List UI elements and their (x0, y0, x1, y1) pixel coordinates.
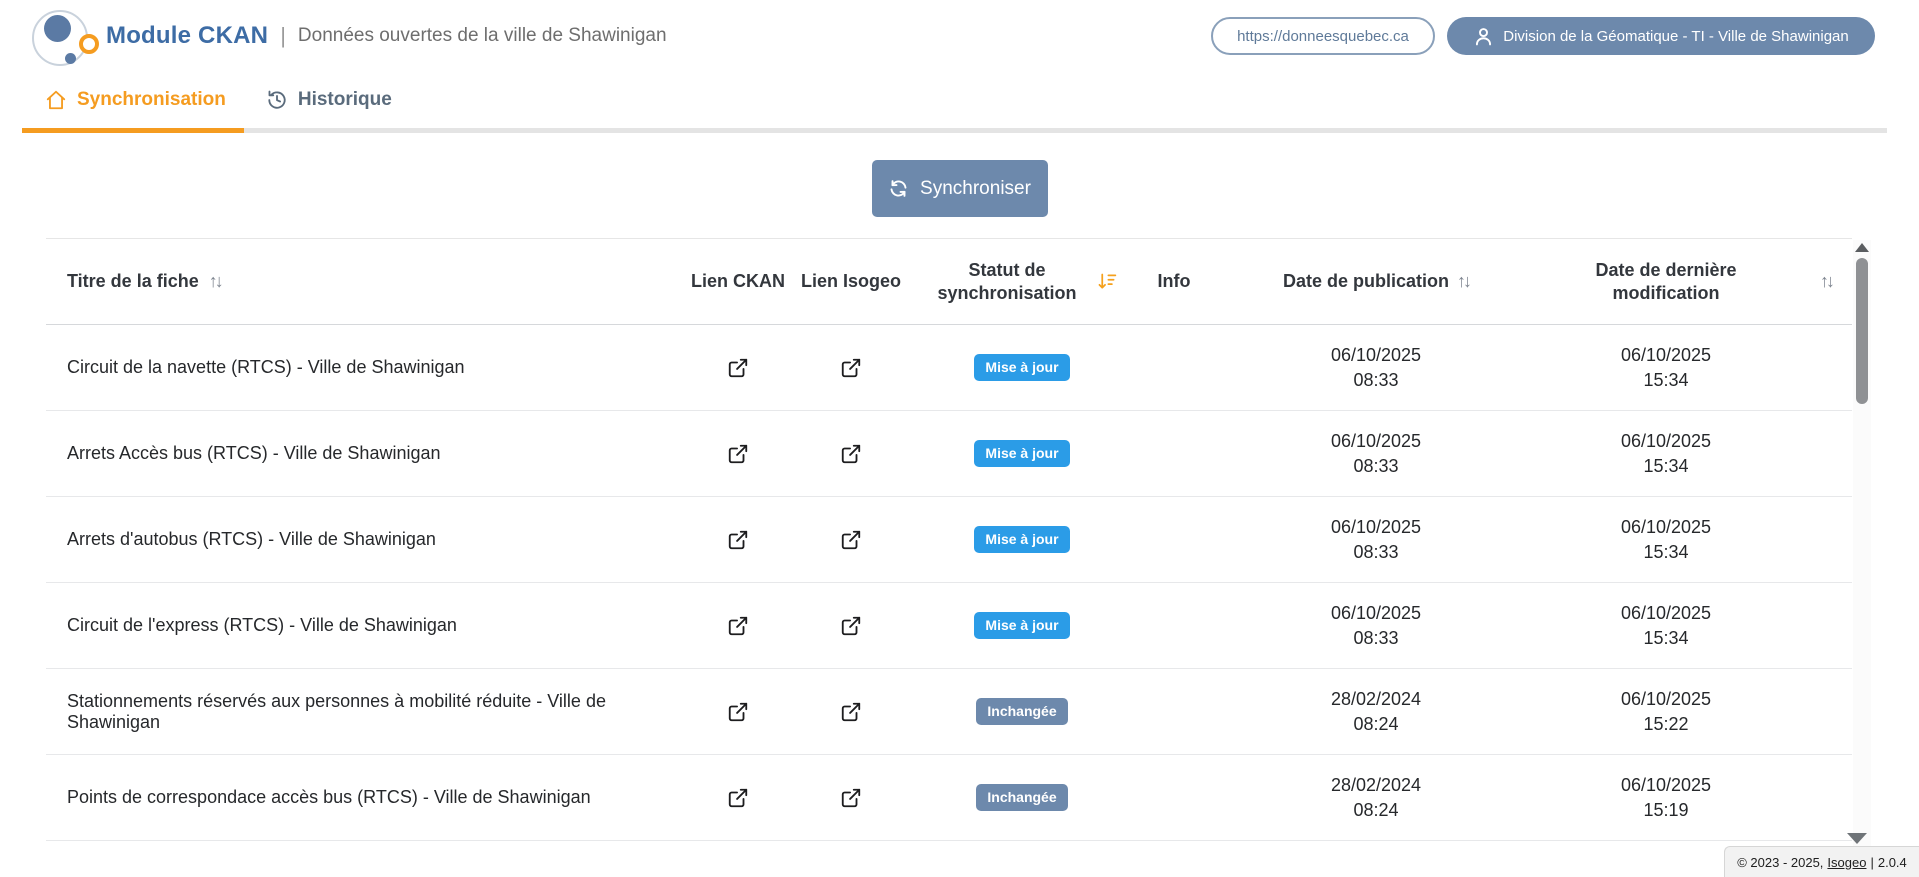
active-tab-underline (22, 128, 244, 133)
info-cell (1128, 755, 1220, 840)
table-row: Points de correspondace accès bus (RTCS)… (46, 755, 1852, 841)
record-title: Arrets Accès bus (RTCS) - Ville de Shawi… (67, 443, 441, 463)
app-title: Module CKAN (106, 22, 269, 49)
modified-datetime: 06/10/2025 15:19 (1620, 775, 1712, 820)
modified-datetime: 06/10/2025 15:34 (1620, 345, 1712, 390)
scrollbar-up-arrow[interactable] (1855, 243, 1869, 252)
published-datetime: 06/10/2025 08:33 (1330, 431, 1422, 476)
modified-datetime: 06/10/2025 15:34 (1620, 603, 1712, 648)
table-row: Stationnements réservés aux personnes à … (46, 669, 1852, 755)
scrollbar-down-arrow[interactable] (1847, 833, 1867, 844)
table-body: Circuit de la navette (RTCS) - Ville de … (46, 325, 1852, 841)
info-cell (1128, 583, 1220, 668)
sort-amount-desc-icon[interactable] (1097, 271, 1118, 292)
title-separator: | (280, 23, 286, 48)
portal-url-button[interactable]: https://donneesquebec.ca (1211, 17, 1435, 55)
modified-datetime: 06/10/2025 15:22 (1620, 689, 1712, 734)
footer: © 2023 - 2025, Isogeo | 2.0.4 (1724, 846, 1919, 877)
sync-table: Titre de la fiche ↑↓ Lien CKAN Lien Isog… (46, 238, 1852, 841)
tab-synchronisation-label: Synchronisation (77, 89, 226, 110)
column-header-title[interactable]: Titre de la fiche ↑↓ (46, 239, 690, 324)
column-header-title-label: Titre de la fiche (67, 271, 199, 292)
workgroup-label: Division de la Géomatique - TI - Ville d… (1503, 27, 1849, 45)
column-header-published[interactable]: Date de publication ↑↓ (1282, 271, 1472, 292)
isogeo-external-link-icon[interactable] (840, 529, 862, 551)
isogeo-external-link-icon[interactable] (840, 701, 862, 723)
ckan-external-link-icon[interactable] (727, 529, 749, 551)
app-header: Module CKAN | Données ouvertes de la vil… (0, 0, 1919, 72)
history-icon (268, 90, 286, 109)
tab-divider (22, 128, 1887, 133)
info-cell (1128, 411, 1220, 496)
column-header-ckan-link: Lien CKAN (691, 271, 785, 292)
isogeo-external-link-icon[interactable] (840, 787, 862, 809)
status-badge: Mise à jour (974, 612, 1070, 639)
column-header-modified-sort[interactable]: ↑↓ (1800, 239, 1852, 324)
published-datetime: 28/02/2024 08:24 (1330, 689, 1422, 734)
published-datetime: 06/10/2025 08:33 (1330, 517, 1422, 562)
synchronize-button-label: Synchroniser (920, 177, 1031, 199)
status-badge: Mise à jour (974, 354, 1070, 381)
table-header-row: Titre de la fiche ↑↓ Lien CKAN Lien Isog… (46, 239, 1852, 325)
isogeo-external-link-icon[interactable] (840, 443, 862, 465)
column-header-info: Info (1157, 271, 1191, 292)
modified-datetime: 06/10/2025 15:34 (1620, 517, 1712, 562)
sort-icon[interactable]: ↑↓ (208, 271, 224, 292)
table-row: Circuit de l'express (RTCS) - Ville de S… (46, 583, 1852, 669)
table-row: Arrets d'autobus (RTCS) - Ville de Shawi… (46, 497, 1852, 583)
status-badge: Mise à jour (974, 526, 1070, 553)
modified-datetime: 06/10/2025 15:34 (1620, 431, 1712, 476)
sort-icon[interactable]: ↑↓ (1457, 271, 1472, 292)
isogeo-link[interactable]: Isogeo (1827, 854, 1867, 870)
record-title: Points de correspondace accès bus (RTCS)… (67, 787, 591, 807)
info-cell (1128, 669, 1220, 754)
column-header-isogeo-link: Lien Isogeo (800, 271, 901, 292)
isogeo-external-link-icon[interactable] (840, 615, 862, 637)
ckan-external-link-icon[interactable] (727, 787, 749, 809)
record-title: Circuit de la navette (RTCS) - Ville de … (67, 357, 465, 377)
tab-historique-label: Historique (297, 89, 392, 110)
ckan-external-link-icon[interactable] (727, 357, 749, 379)
footer-version: 2.0.4 (1877, 854, 1907, 870)
record-title: Circuit de l'express (RTCS) - Ville de S… (67, 615, 457, 635)
sort-icon[interactable]: ↑↓ (1820, 271, 1835, 292)
isogeo-external-link-icon[interactable] (840, 357, 862, 379)
status-badge: Inchangée (976, 784, 1068, 811)
home-icon (46, 90, 66, 110)
column-header-modified[interactable]: Date de dernière modification (1595, 260, 1737, 303)
footer-separator: | (1870, 854, 1874, 870)
info-cell (1128, 497, 1220, 582)
published-datetime: 06/10/2025 08:33 (1330, 603, 1422, 648)
refresh-icon (890, 180, 907, 197)
record-title: Arrets d'autobus (RTCS) - Ville de Shawi… (67, 529, 436, 549)
table-row: Circuit de la navette (RTCS) - Ville de … (46, 325, 1852, 411)
published-datetime: 06/10/2025 08:33 (1330, 345, 1422, 390)
workgroup-button[interactable]: Division de la Géomatique - TI - Ville d… (1447, 17, 1875, 55)
user-icon (1476, 27, 1492, 45)
scrollbar-thumb[interactable] (1856, 258, 1868, 404)
ckan-external-link-icon[interactable] (727, 443, 749, 465)
status-badge: Mise à jour (974, 440, 1070, 467)
ckan-external-link-icon[interactable] (727, 701, 749, 723)
column-header-status[interactable]: Statut de synchronisation (916, 239, 1128, 324)
synchronize-button[interactable]: Synchroniser (871, 160, 1048, 217)
table-row: Arrets Accès bus (RTCS) - Ville de Shawi… (46, 411, 1852, 497)
app-subtitle: Données ouvertes de la ville de Shawinig… (297, 25, 667, 46)
isogeo-logo-icon (24, 6, 99, 68)
tab-historique[interactable]: Historique (266, 89, 392, 111)
published-datetime: 28/02/2024 08:24 (1330, 775, 1422, 820)
footer-copyright: © 2023 - 2025, (1737, 854, 1824, 870)
ckan-external-link-icon[interactable] (727, 615, 749, 637)
record-title: Stationnements réservés aux personnes à … (67, 690, 606, 732)
info-cell (1128, 325, 1220, 410)
tab-synchronisation[interactable]: Synchronisation (45, 89, 226, 111)
status-badge: Inchangée (976, 698, 1068, 725)
tab-bar: Synchronisation Historique (0, 75, 1919, 137)
